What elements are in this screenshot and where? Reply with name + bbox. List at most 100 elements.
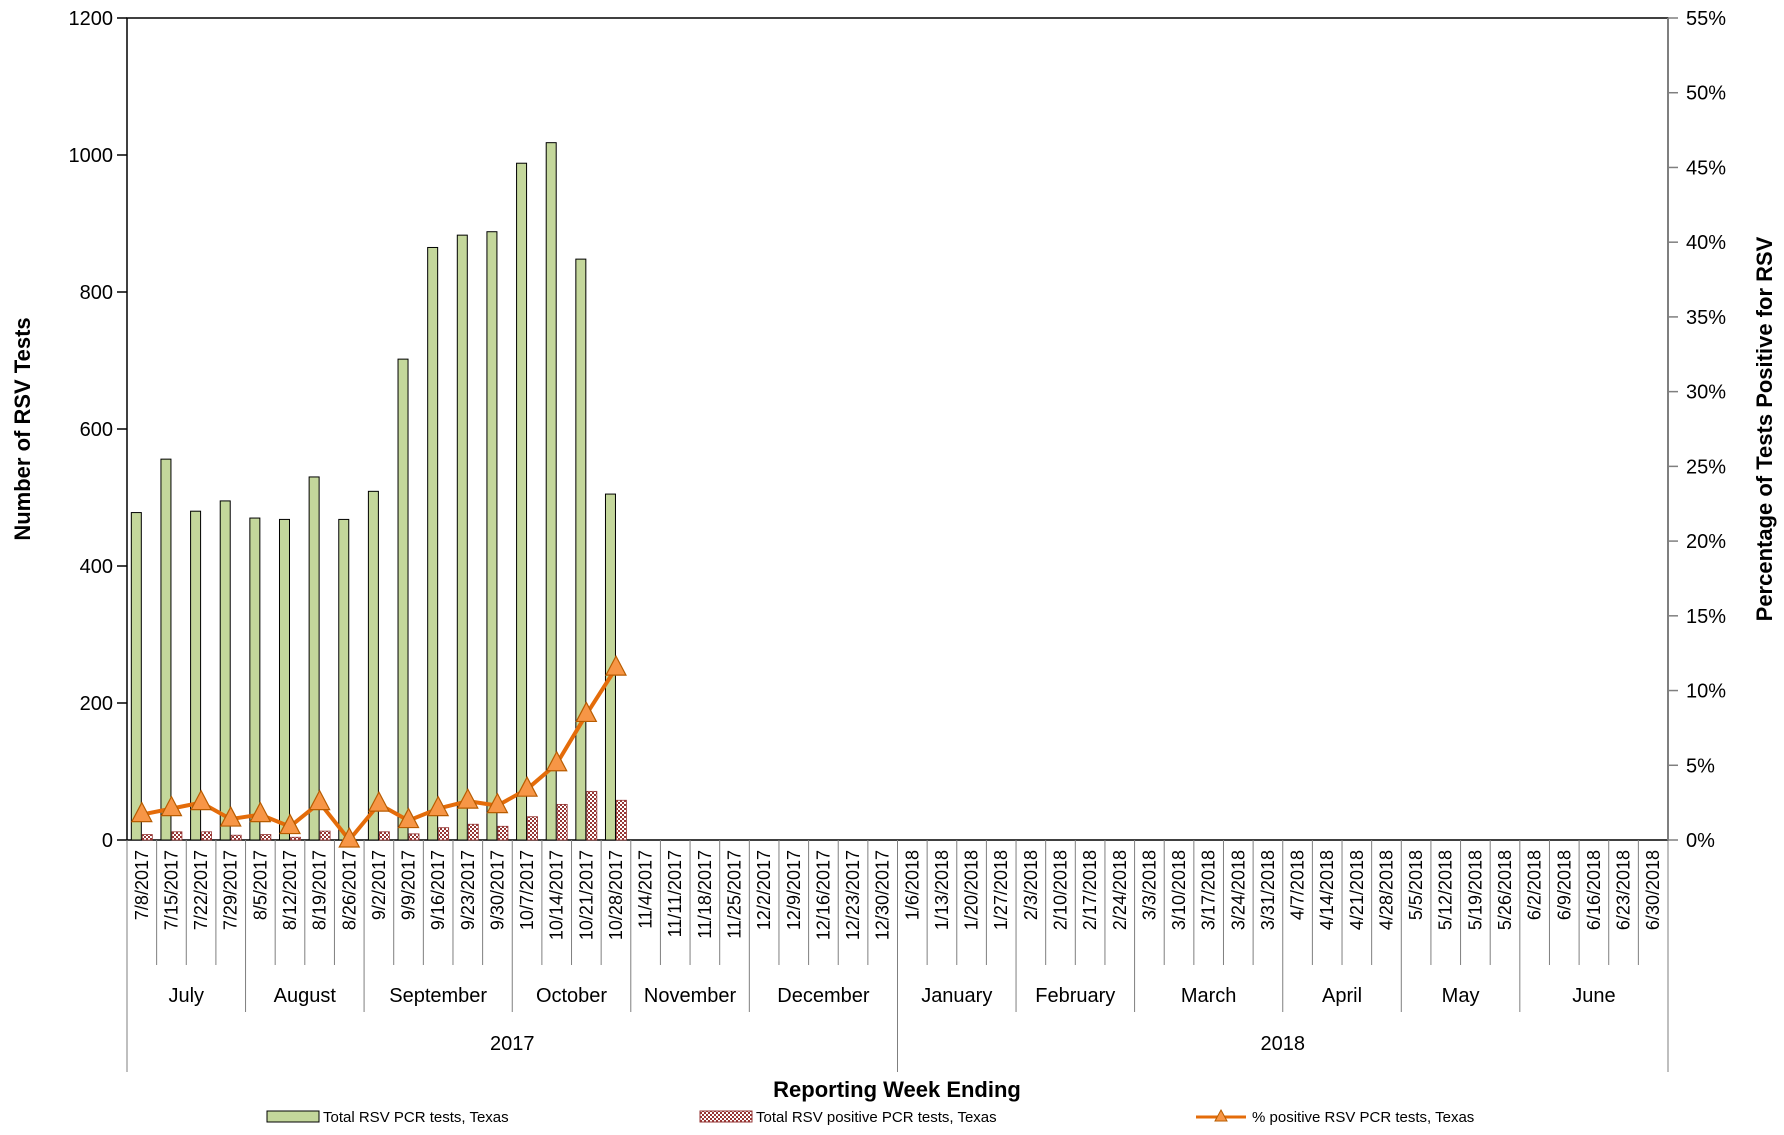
x-tick-label: 12/16/2017: [813, 850, 833, 940]
bar-total-tests: [278, 518, 290, 841]
x-tick-label: 7/15/2017: [161, 850, 181, 930]
legend-label-percent: % positive RSV PCR tests, Texas: [1252, 1109, 1474, 1126]
x-tick-label: 3/17/2018: [1199, 850, 1219, 930]
y-tick-label: 800: [80, 282, 113, 304]
percent-point-marker: [456, 787, 479, 809]
percent-line: [130, 654, 627, 848]
x-tick-label: 6/23/2018: [1614, 850, 1634, 930]
x-tick-label: 1/13/2018: [932, 850, 952, 930]
bar-positive-tests: [171, 831, 183, 841]
month-label: August: [274, 985, 337, 1007]
x-tick-label: 5/5/2018: [1406, 850, 1426, 920]
bar-total-tests: [367, 490, 379, 841]
bar-positive-tests: [319, 830, 331, 841]
y-axis-title: Number of RSV Tests: [10, 317, 35, 540]
x-tick-label: 7/29/2017: [221, 850, 241, 930]
x-tick-label: 5/12/2018: [1436, 850, 1456, 930]
y2-tick-label: 5%: [1686, 755, 1715, 777]
x-tick-label: 12/30/2017: [873, 850, 893, 940]
y2-tick-label: 45%: [1686, 157, 1726, 179]
x-axis-title: Reporting Week Ending: [773, 1077, 1021, 1102]
x-tick-label: 9/30/2017: [487, 850, 507, 930]
y2-tick-label: 30%: [1686, 382, 1726, 404]
x-tick-label: 5/19/2018: [1465, 850, 1485, 930]
y2-tick-label: 25%: [1686, 456, 1726, 478]
bar-total-tests: [397, 358, 409, 841]
bar-total-tests: [308, 476, 320, 841]
x-tick-label: 10/21/2017: [576, 850, 596, 940]
x-tick-label: 11/18/2017: [695, 850, 715, 939]
x-tick-label: 11/25/2017: [725, 850, 745, 939]
x-tick-label: 6/9/2018: [1554, 850, 1574, 920]
month-label: November: [644, 985, 737, 1007]
bars: [130, 142, 627, 841]
year-label: 2017: [490, 1033, 535, 1055]
percent-point-marker: [545, 750, 568, 772]
x-tick-label: 2/10/2018: [1050, 850, 1070, 930]
x-tick-label: 7/8/2017: [132, 850, 152, 920]
y2-tick-label: 0%: [1686, 830, 1715, 852]
legend-item-percent: % positive RSV PCR tests, Texas: [1196, 1108, 1474, 1126]
x-tick-label: 3/31/2018: [1258, 850, 1278, 930]
y2-tick-label: 55%: [1686, 8, 1726, 30]
month-label: June: [1572, 985, 1615, 1007]
bar-positive-tests: [586, 790, 598, 841]
x-tick-label: 9/16/2017: [428, 850, 448, 930]
axes: 0 200 400 600 800 1000 1200 0% 5% 10% 15% 20% 25% 30%…: [69, 8, 1727, 852]
bar-total-tests: [575, 258, 587, 841]
percent-point-marker: [516, 775, 539, 797]
month-label: March: [1181, 985, 1237, 1007]
bar-total-tests: [338, 518, 350, 841]
x-tick-label: 6/2/2018: [1525, 850, 1545, 920]
legend-item-positive: Total RSV positive PCR tests, Texas: [699, 1109, 997, 1126]
x-tick-label: 10/14/2017: [547, 850, 567, 940]
y2-tick-label: 40%: [1686, 232, 1726, 254]
percent-point-marker: [160, 795, 183, 817]
year-label: 2018: [1261, 1033, 1306, 1055]
bar-positive-tests: [378, 831, 390, 841]
percent-point-marker: [130, 801, 153, 823]
x-tick-label: 7/22/2017: [191, 850, 211, 930]
month-label: July: [168, 985, 204, 1007]
month-label: May: [1442, 985, 1480, 1007]
y-tick-label: 400: [80, 556, 113, 578]
x-tick-label: 3/3/2018: [1139, 850, 1159, 920]
bar-positive-tests: [408, 833, 420, 841]
x-tick-label: 4/7/2018: [1288, 850, 1308, 920]
percent-point-marker: [338, 826, 361, 848]
bar-positive-tests: [497, 825, 509, 841]
y2-tick-label: 10%: [1686, 681, 1726, 703]
bar-total-tests: [160, 458, 172, 841]
month-label: December: [777, 985, 870, 1007]
x-tick-label: 9/9/2017: [399, 850, 419, 920]
percent-point-marker: [249, 801, 272, 823]
percent-point-marker: [575, 701, 598, 723]
x-tick-label: 2/3/2018: [1021, 850, 1041, 920]
x-tick-label: 12/9/2017: [784, 850, 804, 930]
legend-item-total: Total RSV PCR tests, Texas: [266, 1109, 509, 1126]
x-tick-label: 11/11/2017: [665, 850, 685, 937]
x-axis: 7/8/2017 7/15/2017 7/22/2017 7/29/2017 8/5/2…: [126, 840, 1669, 1072]
x-tick-label: 2/17/2018: [1080, 850, 1100, 930]
x-tick-label: 2/24/2018: [1110, 850, 1130, 930]
bar-positive-tests: [556, 803, 568, 841]
x-tick-label: 4/14/2018: [1317, 850, 1337, 930]
percent-point-marker: [278, 813, 301, 835]
bar-total-tests: [190, 510, 202, 841]
percent-point-marker: [219, 805, 242, 827]
x-tick-label: 10/7/2017: [517, 850, 537, 930]
legend-label-positive: Total RSV positive PCR tests, Texas: [756, 1109, 997, 1126]
percent-point-marker: [604, 654, 627, 676]
x-tick-label: 3/24/2018: [1228, 850, 1248, 930]
legend-swatch-positive: [699, 1110, 753, 1123]
x-tick-label: 1/6/2018: [902, 850, 922, 920]
bar-positive-tests: [438, 827, 450, 841]
bar-total-tests: [456, 234, 468, 841]
bar-positive-tests: [230, 834, 242, 841]
bar-positive-tests: [616, 799, 627, 841]
bar-total-tests: [130, 512, 142, 841]
y2-tick-label: 50%: [1686, 83, 1726, 105]
plot-area-border: [126, 17, 1669, 841]
x-tick-label: 10/28/2017: [606, 850, 626, 940]
